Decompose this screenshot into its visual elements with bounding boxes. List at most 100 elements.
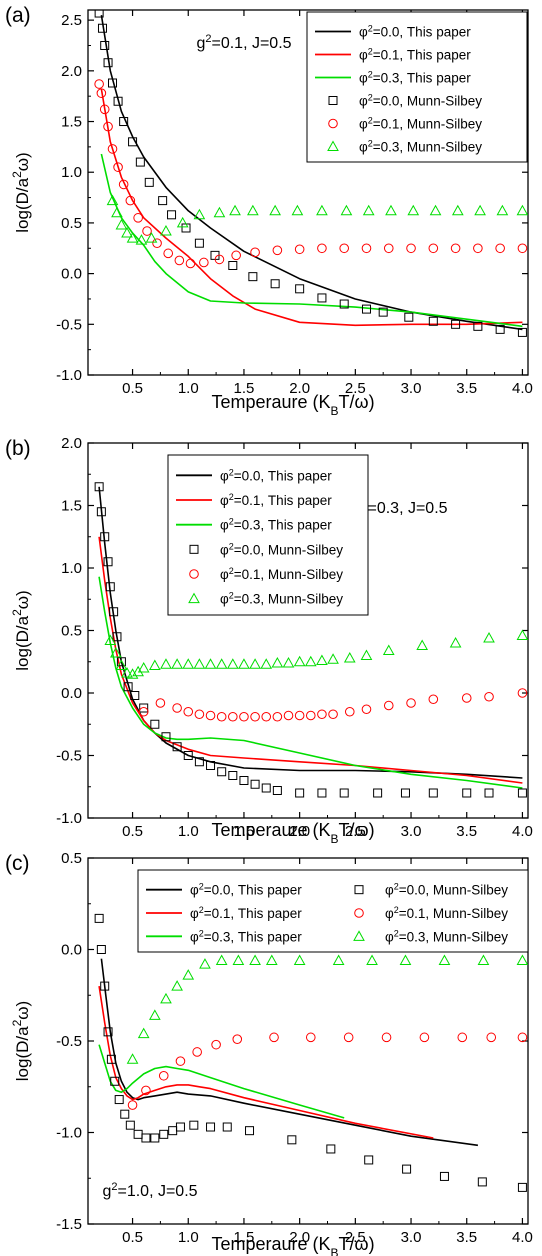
legend-item: φ2=0.0, This paper <box>315 24 471 40</box>
data-point <box>214 254 225 265</box>
legend-swatch-marker <box>354 908 364 918</box>
x-tick-label: 3.5 <box>456 823 477 840</box>
legend-label: φ2=0.1, This paper <box>359 47 471 63</box>
legend-item: φ2=0.0, Munn-Silbey <box>328 93 482 109</box>
legend-item: φ2=0.1, Munn-Silbey <box>328 116 482 132</box>
data-point <box>229 204 241 216</box>
data-point <box>206 761 216 770</box>
data-point <box>361 243 372 254</box>
x-axis-label: Temperaure (KBT/ω) <box>211 820 374 846</box>
data-point <box>517 1032 528 1043</box>
data-point <box>103 58 113 68</box>
legend-label: φ2=0.1, This paper <box>220 492 332 508</box>
chart-panel-b: 0.5 1.0 1.5 2.0 2.5 3.0 3.5 4.0 -1.0 -0.5 0.0 0.5 1.… <box>5 435 533 846</box>
x-tick-label: 0.5 <box>122 380 143 397</box>
data-point <box>96 945 106 954</box>
legend-box <box>167 454 369 616</box>
data-point <box>185 258 196 269</box>
data-point <box>119 117 129 127</box>
data-point <box>168 1126 178 1136</box>
data-point <box>428 243 439 254</box>
data-point <box>171 658 183 669</box>
data-point <box>160 658 172 669</box>
data-point <box>328 709 338 720</box>
legend-swatch-marker <box>353 930 365 941</box>
data-point <box>167 210 177 220</box>
data-point <box>163 248 174 259</box>
data-point <box>215 658 228 669</box>
y-tick-label: 2.0 <box>61 63 82 80</box>
data-point <box>383 700 394 711</box>
legend-item: φ2=0.3, Munn-Silbey <box>188 591 343 607</box>
legend-label: φ2=0.1, This paper <box>190 905 302 921</box>
data-point <box>133 1129 143 1139</box>
data-point <box>272 786 282 795</box>
series-line-2 <box>98 1044 345 1119</box>
legend-box <box>137 869 529 953</box>
data-point <box>419 1032 430 1043</box>
y-tick-label: -0.5 <box>56 748 82 765</box>
x-axis-label: Temperaure (KBT/ω) <box>211 1234 374 1256</box>
legend-label: φ2=0.3, This paper <box>220 517 332 533</box>
data-point <box>125 195 136 206</box>
series-line-0 <box>100 958 479 1147</box>
y-tick-label: 2.0 <box>61 435 82 452</box>
data-point <box>450 243 461 254</box>
data-point <box>121 227 133 238</box>
data-point <box>228 261 238 270</box>
y-tick-label: -1.5 <box>56 1216 82 1233</box>
data-point <box>99 104 110 115</box>
series-markers-5 <box>126 954 528 1064</box>
data-point <box>451 204 464 216</box>
x-tick-label: 2.5 <box>345 823 366 840</box>
legend-swatch-marker <box>188 592 200 604</box>
data-point <box>130 691 140 700</box>
data-point <box>340 204 353 216</box>
data-point <box>132 665 144 677</box>
data-point <box>158 196 168 206</box>
series-markers-4 <box>138 688 528 722</box>
data-point <box>193 658 206 669</box>
data-point <box>291 204 304 216</box>
data-point <box>135 234 148 245</box>
x-tick-label: 1.5 <box>234 380 255 397</box>
data-point <box>175 1122 185 1132</box>
data-point <box>193 208 206 220</box>
data-point <box>182 969 195 980</box>
data-point <box>150 719 160 729</box>
y-tick-label: 2.5 <box>61 12 82 29</box>
data-point <box>114 1095 124 1105</box>
legend: φ2=0.0, This paper φ2=0.1, This paper φ2=0… <box>306 11 528 163</box>
x-tick-label: 3.0 <box>401 380 422 397</box>
series-markers-5 <box>104 629 528 679</box>
data-point <box>304 655 317 667</box>
data-point <box>364 1155 374 1165</box>
data-point <box>293 655 306 667</box>
plot-area <box>94 482 528 798</box>
data-point <box>295 284 305 294</box>
x-tick-label: 1.5 <box>234 823 255 840</box>
data-point <box>495 324 505 334</box>
data-point <box>94 913 104 923</box>
data-point <box>343 651 356 663</box>
data-point <box>495 243 505 254</box>
data-point <box>339 299 349 309</box>
x-tick-label: 3.5 <box>456 380 477 397</box>
legend-item: φ2=0.0, Munn-Silbey <box>189 541 343 557</box>
x-tick-label: 4.0 <box>512 1229 533 1246</box>
data-point <box>148 659 161 670</box>
data-point <box>103 1027 113 1037</box>
data-point <box>115 659 128 670</box>
data-point <box>261 783 271 793</box>
y-tick-label: 0.0 <box>61 266 82 283</box>
y-tick-label: 0.0 <box>61 942 82 959</box>
data-point <box>206 1122 216 1132</box>
data-point <box>127 1100 138 1110</box>
legend-label: φ2=0.3, This paper <box>359 70 471 86</box>
data-point <box>474 204 486 216</box>
y-tick-label: 0.0 <box>61 685 82 702</box>
legend: φ2=0.0, This paper φ2=0.1, This paper φ2=0… <box>137 869 529 953</box>
data-point <box>172 742 182 752</box>
y-tick-label: 0.5 <box>61 215 82 232</box>
data-point <box>317 788 327 798</box>
